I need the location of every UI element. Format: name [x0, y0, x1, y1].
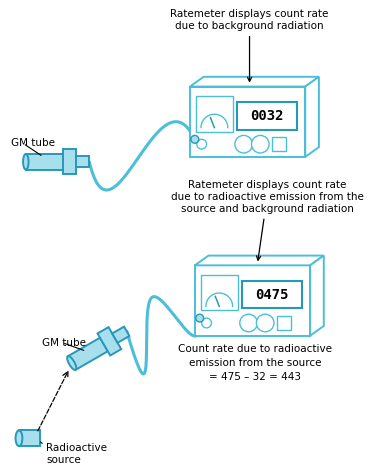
FancyBboxPatch shape	[195, 265, 310, 336]
Text: 0475: 0475	[255, 288, 289, 302]
Text: Ratemeter displays count rate
due to radioactive emission from the
source and ba: Ratemeter displays count rate due to rad…	[171, 180, 364, 260]
Polygon shape	[305, 77, 319, 157]
FancyBboxPatch shape	[63, 149, 76, 175]
Text: Count rate due to radioactive
emission from the source
= 475 – 32 = 443: Count rate due to radioactive emission f…	[178, 343, 333, 382]
Circle shape	[251, 135, 269, 153]
Polygon shape	[310, 255, 324, 336]
FancyBboxPatch shape	[196, 96, 233, 131]
FancyBboxPatch shape	[277, 316, 291, 330]
Circle shape	[202, 318, 211, 328]
Circle shape	[191, 135, 199, 143]
Circle shape	[256, 314, 274, 332]
FancyBboxPatch shape	[272, 137, 286, 151]
FancyBboxPatch shape	[190, 87, 305, 157]
FancyBboxPatch shape	[242, 281, 302, 308]
Ellipse shape	[16, 430, 23, 446]
Circle shape	[235, 135, 253, 153]
Circle shape	[197, 140, 206, 149]
Polygon shape	[190, 77, 319, 87]
Text: GM tube: GM tube	[11, 138, 55, 149]
Polygon shape	[68, 338, 108, 370]
FancyBboxPatch shape	[19, 430, 40, 446]
FancyBboxPatch shape	[201, 275, 238, 310]
Text: Radioactive
source: Radioactive source	[46, 443, 107, 465]
Text: 0032: 0032	[250, 109, 284, 123]
Text: Ratemeter displays count rate
due to background radiation: Ratemeter displays count rate due to bac…	[170, 9, 329, 81]
Ellipse shape	[67, 356, 76, 370]
Circle shape	[240, 314, 257, 332]
Polygon shape	[195, 255, 324, 265]
Text: GM tube: GM tube	[42, 338, 87, 348]
Circle shape	[196, 314, 204, 322]
Ellipse shape	[23, 154, 29, 170]
FancyBboxPatch shape	[76, 157, 89, 167]
Polygon shape	[112, 327, 130, 343]
FancyBboxPatch shape	[26, 154, 63, 170]
FancyBboxPatch shape	[237, 102, 298, 130]
Polygon shape	[97, 327, 121, 356]
